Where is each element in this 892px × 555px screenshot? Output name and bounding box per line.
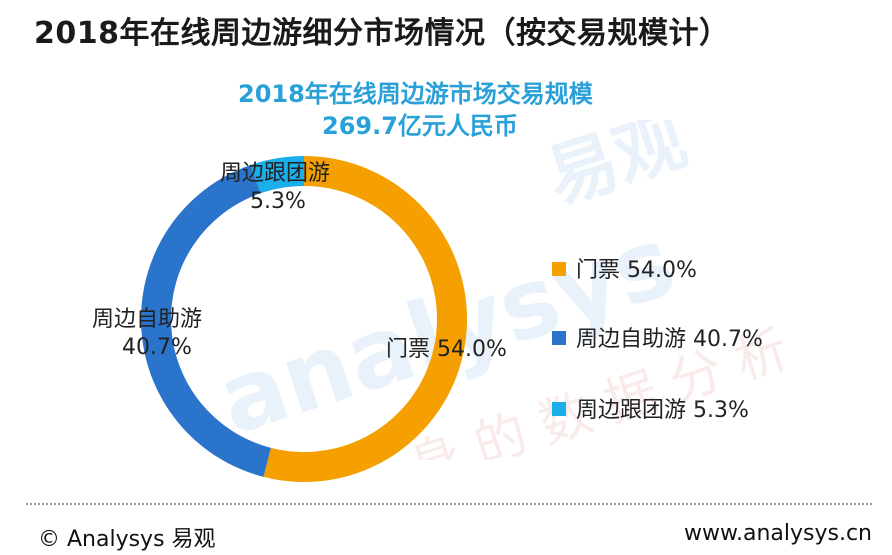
legend-swatch-tickets	[552, 262, 566, 276]
footer-url: www.analysys.cn	[684, 521, 872, 546]
slice-self-guided-label-name: 周边自助游	[92, 307, 202, 332]
page-title: 2018年在线周边游细分市场情况（按交易规模计）	[34, 16, 730, 51]
legend-swatch-group-tour	[552, 402, 566, 416]
legend-item-group-tour: 周边跟团游 5.3%	[552, 392, 749, 424]
legend-swatch-self-guided	[552, 331, 566, 345]
legend-label-tickets: 门票 54.0%	[576, 258, 697, 283]
legend-item-self-guided: 周边自助游 40.7%	[552, 321, 763, 353]
donut-slice-labels: 门票 54.0% 周边自助游 40.7% 周边跟团游 5.3%	[92, 161, 507, 362]
slice-self-guided	[140, 164, 271, 477]
slice-tickets	[263, 156, 467, 482]
footer-copyright: © Analysys 易观	[38, 527, 216, 552]
slice-group-tour-label-value: 5.3%	[250, 189, 306, 214]
legend-label-self-guided: 周边自助游 40.7%	[576, 327, 763, 352]
slice-self-guided-label-value: 40.7%	[122, 335, 192, 360]
slice-group-tour	[250, 156, 304, 194]
footer-divider	[26, 503, 872, 505]
legend-label-group-tour: 周边跟团游 5.3%	[576, 398, 749, 423]
slice-group-tour-label-name: 周边跟团游	[220, 161, 330, 186]
chart-title: 2018年在线周边游市场交易规模	[238, 80, 593, 108]
donut-slices	[140, 156, 467, 482]
slice-tickets-label-name: 门票 54.0%	[386, 337, 507, 362]
legend-item-tickets: 门票 54.0%	[552, 252, 697, 284]
chart-subtitle: 269.7亿元人民币	[322, 112, 518, 140]
